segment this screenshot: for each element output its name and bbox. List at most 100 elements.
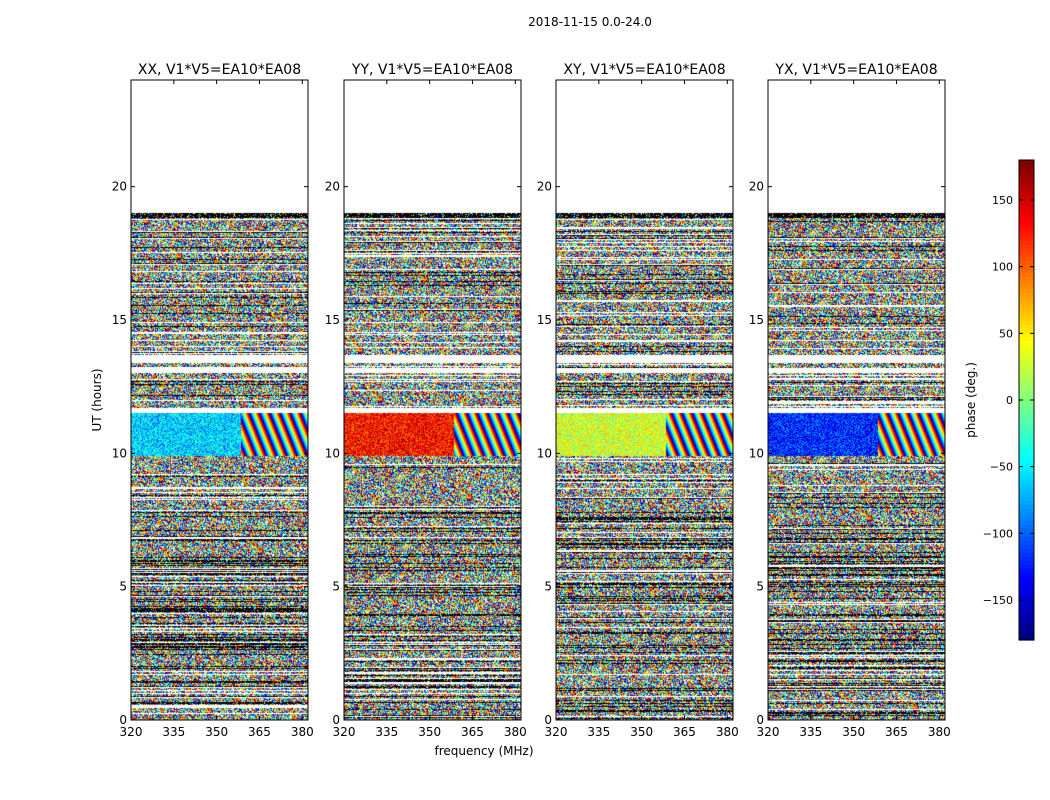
colorbar-swatch	[1019, 372, 1034, 377]
y-tick-label: 20	[749, 180, 764, 194]
colorbar-swatch	[1019, 492, 1034, 497]
colorbar-swatch	[1019, 300, 1034, 305]
colorbar-swatch	[1019, 280, 1034, 285]
colorbar-swatch	[1019, 232, 1034, 237]
colorbar-swatch	[1019, 444, 1034, 449]
colorbar-label: phase (deg.)	[964, 362, 978, 438]
panel-image-xx	[131, 80, 308, 720]
panel-image-xy	[556, 80, 733, 720]
colorbar-swatch	[1019, 592, 1034, 597]
y-tick-label: 0	[544, 713, 552, 727]
panel-image-yy	[344, 80, 521, 720]
colorbar-swatch	[1019, 388, 1034, 393]
colorbar: −150 −100 −50 0 50 100 150	[983, 159, 1035, 641]
x-tick-label: 350	[418, 725, 441, 739]
colorbar-swatch	[1019, 604, 1034, 609]
panel-frame-xx	[130, 79, 309, 721]
panel-yx: YX, V1*V5=EA10*EA08 320 335 350 365 380 0 5 10 15…	[749, 62, 951, 739]
colorbar-swatch	[1019, 320, 1034, 325]
x-tick-label: 380	[716, 725, 739, 739]
colorbar-swatch	[1019, 572, 1034, 577]
colorbar-swatch	[1019, 356, 1034, 361]
panel-title-xy: XY, V1*V5=EA10*EA08	[563, 62, 725, 78]
colorbar-swatch	[1019, 416, 1034, 421]
colorbar-swatch	[1019, 432, 1034, 437]
x-tick-label: 365	[461, 725, 484, 739]
x-tick-label: 350	[842, 725, 865, 739]
x-tick-label: 350	[205, 725, 228, 739]
colorbar-swatch	[1019, 344, 1034, 349]
colorbar-swatch	[1019, 452, 1034, 457]
colorbar-swatch	[1019, 200, 1034, 205]
colorbar-swatch	[1019, 596, 1034, 601]
colorbar-swatch	[1019, 448, 1034, 453]
colorbar-swatch	[1019, 188, 1034, 193]
x-tick-label: 320	[333, 725, 356, 739]
colorbar-swatch	[1019, 496, 1034, 501]
colorbar-swatch	[1019, 180, 1034, 185]
colorbar-swatch	[1019, 576, 1034, 581]
colorbar-swatch	[1019, 184, 1034, 189]
colorbar-swatch	[1019, 176, 1034, 181]
colorbar-tick-label: −100	[983, 527, 1013, 540]
colorbar-swatch	[1019, 348, 1034, 353]
colorbar-swatch	[1019, 468, 1034, 473]
colorbar-swatch	[1019, 460, 1034, 465]
colorbar-swatch	[1019, 428, 1034, 433]
colorbar-swatch	[1019, 244, 1034, 249]
colorbar-swatch	[1019, 196, 1034, 201]
colorbar-swatch	[1019, 336, 1034, 341]
colorbar-swatch	[1019, 384, 1034, 389]
colorbar-tick-label: 100	[992, 261, 1013, 274]
colorbar-tick-label: 0	[1006, 394, 1013, 407]
colorbar-swatch	[1019, 208, 1034, 213]
colorbar-swatch	[1019, 436, 1034, 441]
panel-xy: XY, V1*V5=EA10*EA08 320 335 350 365 380 0 5 10 15…	[537, 62, 739, 739]
colorbar-swatch	[1019, 520, 1034, 525]
colorbar-swatch	[1019, 440, 1034, 445]
colorbar-swatch	[1019, 536, 1034, 541]
colorbar-swatch	[1019, 160, 1034, 165]
y-tick-label: 15	[325, 313, 340, 327]
colorbar-swatch	[1019, 400, 1034, 405]
x-tick-label: 365	[248, 725, 271, 739]
panels: XX, V1*V5=EA10*EA08 320 335 350 365 380 0 5 10 15…	[112, 62, 951, 739]
colorbar-swatch	[1019, 540, 1034, 545]
panel-title-yx: YX, V1*V5=EA10*EA08	[774, 62, 937, 78]
colorbar-swatch	[1019, 564, 1034, 569]
colorbar-swatch	[1019, 368, 1034, 373]
colorbar-swatch	[1019, 240, 1034, 245]
x-tick-label: 380	[504, 725, 527, 739]
colorbar-swatch	[1019, 308, 1034, 313]
colorbar-swatch	[1019, 488, 1034, 493]
y-tick-label: 10	[749, 446, 764, 460]
colorbar-swatch	[1019, 304, 1034, 309]
colorbar-swatch	[1019, 516, 1034, 521]
x-tick-label: 365	[673, 725, 696, 739]
colorbar-swatch	[1019, 552, 1034, 557]
x-tick-label: 320	[545, 725, 568, 739]
colorbar-swatch	[1019, 556, 1034, 561]
colorbar-swatch	[1019, 632, 1034, 637]
colorbar-swatch	[1019, 172, 1034, 177]
colorbar-swatch	[1019, 616, 1034, 621]
colorbar-swatch	[1019, 464, 1034, 469]
colorbar-swatch	[1019, 328, 1034, 333]
colorbar-swatch	[1019, 508, 1034, 513]
colorbar-swatch	[1019, 608, 1034, 613]
colorbar-swatch	[1019, 352, 1034, 357]
colorbar-swatch	[1019, 376, 1034, 381]
panel-title-yy: YY, V1*V5=EA10*EA08	[351, 62, 513, 78]
colorbar-swatch	[1019, 560, 1034, 565]
x-tick-label: 350	[630, 725, 653, 739]
colorbar-swatch	[1019, 264, 1034, 269]
colorbar-swatch	[1019, 288, 1034, 293]
panel-frame-yx	[767, 79, 946, 721]
colorbar-swatch	[1019, 380, 1034, 385]
colorbar-swatch	[1019, 512, 1034, 517]
panel-xx: XX, V1*V5=EA10*EA08 320 335 350 365 380 0 5 10 15…	[112, 62, 314, 739]
colorbar-swatch	[1019, 216, 1034, 221]
colorbar-swatch	[1019, 256, 1034, 261]
panel-yy: YY, V1*V5=EA10*EA08 320 335 350 365 380 0 5 10 15…	[325, 62, 527, 739]
